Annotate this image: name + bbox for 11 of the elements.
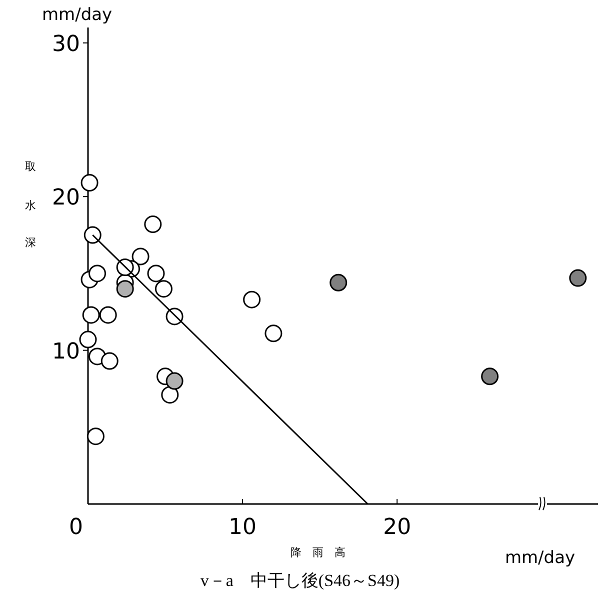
- y-axis-title: 取水深: [24, 152, 37, 266]
- text: v－a 中干し後(S46～S49): [200, 571, 400, 590]
- text: mm/day: [504, 548, 576, 568]
- x-tick-label: 10: [228, 515, 257, 540]
- y-tick-label: 20: [52, 186, 80, 211]
- x-tick-label: 0: [69, 515, 83, 540]
- y-tick-label: 10: [52, 339, 80, 364]
- x-axis-title: 降 雨 高: [290, 546, 346, 559]
- y-tick-label: 30: [52, 32, 80, 57]
- text: mm/day: [42, 5, 112, 25]
- x-tick-label: 20: [383, 515, 412, 540]
